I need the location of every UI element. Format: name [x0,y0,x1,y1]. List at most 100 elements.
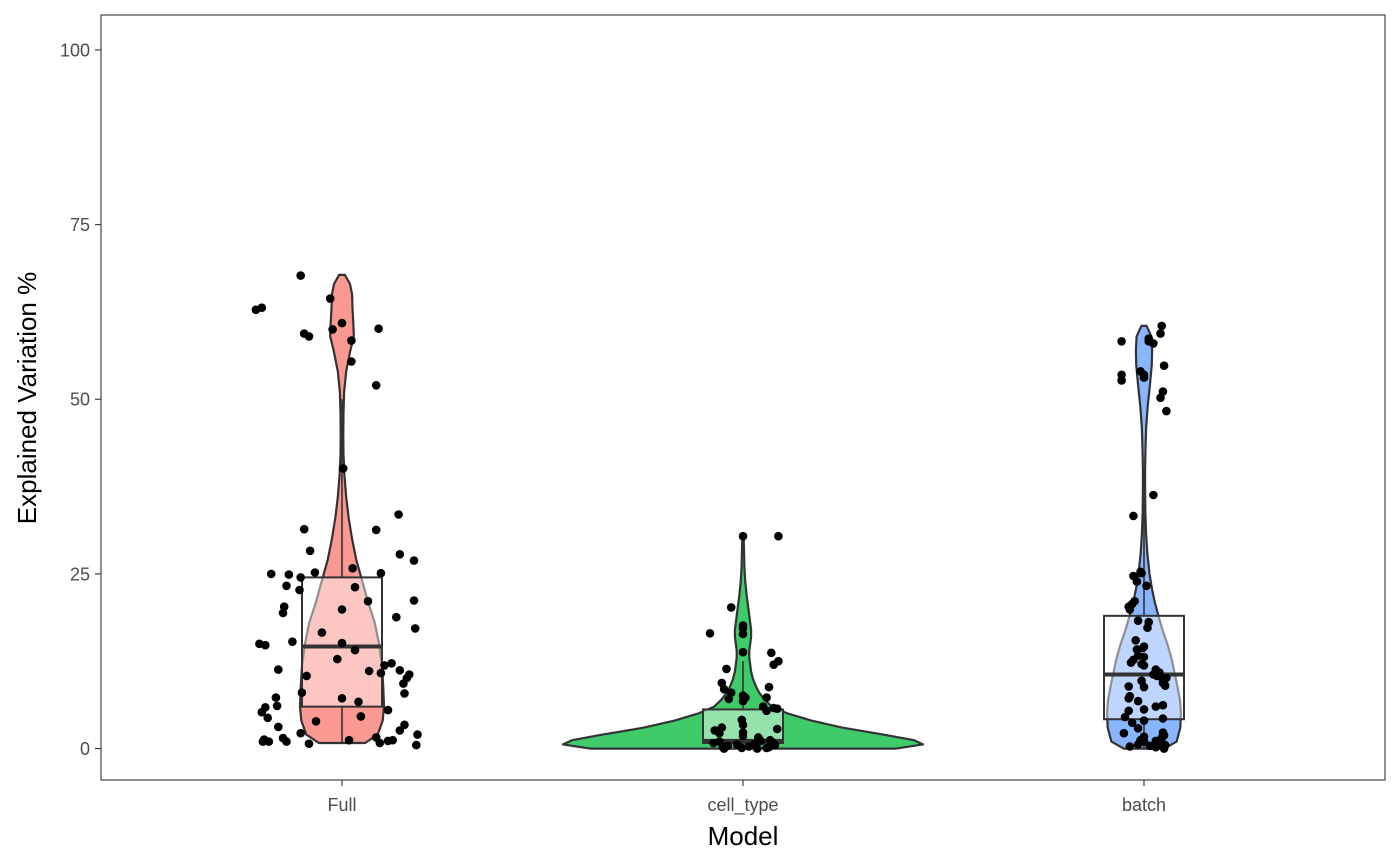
data-point [278,608,288,618]
x-tick-label: Full [327,795,356,815]
axes: 0 25 50 75 100 Full cell_type batch [60,40,1166,816]
data-point [1137,568,1146,578]
data-point [297,688,307,697]
data-point [410,624,420,633]
data-point [1160,681,1170,690]
data-point [726,603,736,612]
data-point [305,546,315,556]
data-point [769,660,778,669]
data-point [762,693,771,702]
data-point [738,531,748,541]
data-point [722,664,731,674]
data-point [709,738,718,748]
data-point [258,737,268,746]
data-point [274,665,283,674]
data-point [295,585,304,595]
data-point [363,596,373,606]
data-point [387,659,396,668]
data-point [738,720,748,730]
data-point [375,738,385,748]
data-point [1139,652,1149,662]
data-point [1142,581,1151,591]
data-point [1149,339,1158,348]
data-point [350,645,360,655]
data-point [1151,742,1161,752]
chart-marks [251,271,1185,753]
data-point [272,701,282,711]
data-point [1162,406,1171,416]
data-point [1132,577,1142,586]
data-point [399,679,408,688]
data-point [1131,636,1140,645]
data-point [374,324,383,334]
data-point [764,682,774,692]
y-tick-label: 0 [80,739,90,759]
data-point [344,735,354,745]
data-point [1120,712,1130,722]
data-point [762,743,771,753]
data-point [772,724,782,734]
series-full [251,271,422,750]
data-point [296,573,306,582]
data-point [376,568,386,578]
data-point [719,684,729,694]
series-batch [1103,321,1185,753]
data-point [1117,376,1126,385]
data-point [1117,337,1126,346]
data-point [337,605,347,614]
data-point [1119,728,1129,738]
data-point [1124,706,1133,716]
data-point [1159,361,1169,371]
data-point [257,707,267,717]
data-point [1129,511,1138,521]
data-point [264,737,274,746]
data-point [738,647,748,657]
data-point [328,325,337,334]
data-point [1139,661,1149,670]
data-point [325,294,335,303]
data-point [705,629,715,638]
data-point [1139,705,1149,714]
data-point [1139,716,1149,725]
data-point [413,730,422,739]
data-point [395,666,405,675]
data-point [371,525,381,535]
x-tick-label: cell_type [707,795,778,816]
y-axis-title: Explained Variation % [12,272,42,524]
x-axis-title: Model [708,821,779,851]
data-point [350,582,360,592]
data-point [348,564,357,573]
data-point [296,728,306,738]
data-point [1126,658,1136,667]
data-point [263,713,273,723]
series-cell-type [561,531,925,753]
data-point [752,744,762,753]
data-point [395,550,405,559]
data-point [282,737,291,746]
data-point [1124,694,1133,703]
data-point [744,742,754,751]
data-point [311,717,321,726]
data-point [304,739,314,748]
data-point [284,570,294,579]
data-point [737,743,747,753]
data-point [354,697,363,707]
data-point [394,510,403,519]
y-tick-label: 50 [70,390,90,410]
data-point [337,638,347,648]
data-point [380,661,389,670]
data-point [274,722,283,732]
data-point [376,668,386,678]
data-point [1139,682,1149,692]
data-point [409,556,419,565]
data-point [271,693,281,702]
data-point [1149,490,1158,500]
data-point [1143,623,1152,632]
data-point [338,464,348,473]
data-point [719,744,729,753]
data-point [383,736,393,746]
data-point [1125,605,1135,614]
data-point [392,612,401,622]
data-point [1159,744,1169,753]
